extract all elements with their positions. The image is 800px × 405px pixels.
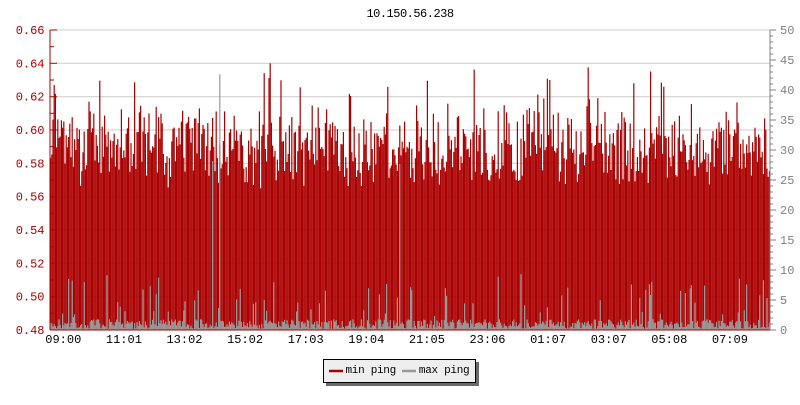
svg-text:05:08: 05:08 [651, 333, 687, 347]
svg-text:0.66: 0.66 [16, 24, 45, 38]
svg-text:03:07: 03:07 [591, 333, 627, 347]
svg-text:13:02: 13:02 [166, 333, 202, 347]
svg-text:11:01: 11:01 [106, 333, 142, 347]
svg-text:0.54: 0.54 [16, 224, 45, 238]
svg-text:0.50: 0.50 [16, 291, 45, 305]
svg-text:09:00: 09:00 [45, 333, 81, 347]
svg-text:0.58: 0.58 [16, 157, 45, 171]
svg-text:0: 0 [780, 324, 787, 338]
svg-text:21:05: 21:05 [409, 333, 445, 347]
svg-text:0.62: 0.62 [16, 91, 45, 105]
svg-text:15:02: 15:02 [227, 333, 263, 347]
svg-text:0.48: 0.48 [16, 324, 45, 338]
svg-text:0.60: 0.60 [16, 124, 45, 138]
svg-text:23:06: 23:06 [469, 333, 505, 347]
svg-text:40: 40 [780, 84, 794, 98]
svg-text:07:09: 07:09 [712, 333, 748, 347]
svg-text:0.52: 0.52 [16, 257, 45, 271]
svg-text:20: 20 [780, 204, 794, 218]
svg-text:10.150.56.238: 10.150.56.238 [366, 7, 453, 21]
svg-text:25: 25 [780, 174, 794, 188]
svg-text:0.64: 0.64 [16, 57, 45, 71]
svg-text:19:04: 19:04 [348, 333, 384, 347]
svg-text:15: 15 [780, 234, 794, 248]
svg-text:35: 35 [780, 114, 794, 128]
svg-text:5: 5 [780, 294, 787, 308]
svg-text:10: 10 [780, 264, 794, 278]
svg-text:01:07: 01:07 [530, 333, 566, 347]
svg-text:17:03: 17:03 [288, 333, 324, 347]
svg-text:30: 30 [780, 144, 794, 158]
svg-text:50: 50 [780, 24, 794, 38]
svg-text:0.56: 0.56 [16, 191, 45, 205]
svg-text:45: 45 [780, 54, 794, 68]
